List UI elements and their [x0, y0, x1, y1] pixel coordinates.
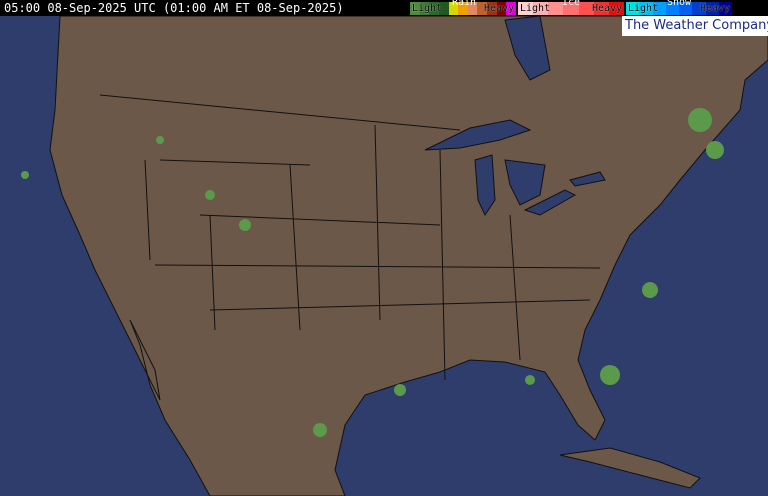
legend-snow-swatch — [626, 2, 640, 15]
legend-rain-swatch — [448, 2, 459, 15]
legend-rain-scale — [410, 2, 517, 15]
legend-rain-swatch — [477, 2, 488, 15]
lake-michigan — [474, 154, 496, 217]
timestamp-title: 05:00 08-Sep-2025 UTC (01:00 AM ET 08-Se… — [4, 1, 344, 15]
cuba — [559, 447, 701, 489]
legend-snow-swatch — [692, 2, 706, 15]
legend-ice-swatch — [563, 2, 579, 15]
lake-superior — [424, 119, 532, 151]
lake-huron — [504, 159, 546, 206]
legend-ice-swatch — [548, 2, 564, 15]
legend-ice-swatch — [518, 2, 534, 15]
legend-snow-heavy: Heavy — [700, 3, 731, 14]
legend-snow-label: Snow — [667, 0, 692, 8]
legend-ice-swatch — [578, 2, 594, 15]
precipitation — [21, 108, 724, 437]
legend-rain-swatch — [458, 2, 468, 15]
lake-erie — [523, 189, 577, 216]
legend-ice-swatch — [533, 2, 549, 15]
legend-rain-swatch — [496, 2, 507, 15]
legend-rain-light: Light — [412, 3, 443, 14]
legend-snow-swatch — [652, 2, 666, 15]
legend-snow-swatch — [718, 2, 732, 15]
legend-rain-swatch — [410, 2, 420, 15]
legend-ice-label: Ice — [562, 0, 581, 8]
legend-ice-light: Light — [520, 3, 551, 14]
legend-rain-swatch — [467, 2, 478, 15]
legend-ice-scale — [518, 2, 624, 15]
land-north-america — [49, 16, 768, 496]
legend-snow-light: Light — [628, 3, 659, 14]
legend-rain-swatch — [506, 2, 517, 15]
legend-snow-swatch — [639, 2, 653, 15]
legend-snow-swatch — [665, 2, 679, 15]
legend-rain-swatch — [438, 2, 449, 15]
legend-rain-swatch — [419, 2, 430, 15]
lake-ontario — [569, 171, 606, 187]
state-borders — [99, 94, 601, 381]
legend-rain-swatch — [487, 2, 497, 15]
legend-snow-swatch — [705, 2, 719, 15]
legend-ice-heavy: Heavy — [592, 3, 623, 14]
legend-ice-swatch — [593, 2, 609, 15]
legend-ice-swatch — [608, 2, 624, 15]
hudson-bay-lake — [504, 16, 551, 81]
legend-rain-heavy: Heavy — [484, 3, 515, 14]
weather-company-logo: The Weather Company — [622, 16, 768, 36]
legend-snow-scale — [626, 2, 732, 15]
legend-rain-label: Rain — [452, 0, 477, 8]
legend-snow-swatch — [679, 2, 693, 15]
legend-rain-swatch — [429, 2, 439, 15]
map-canvas — [21, 16, 768, 496]
